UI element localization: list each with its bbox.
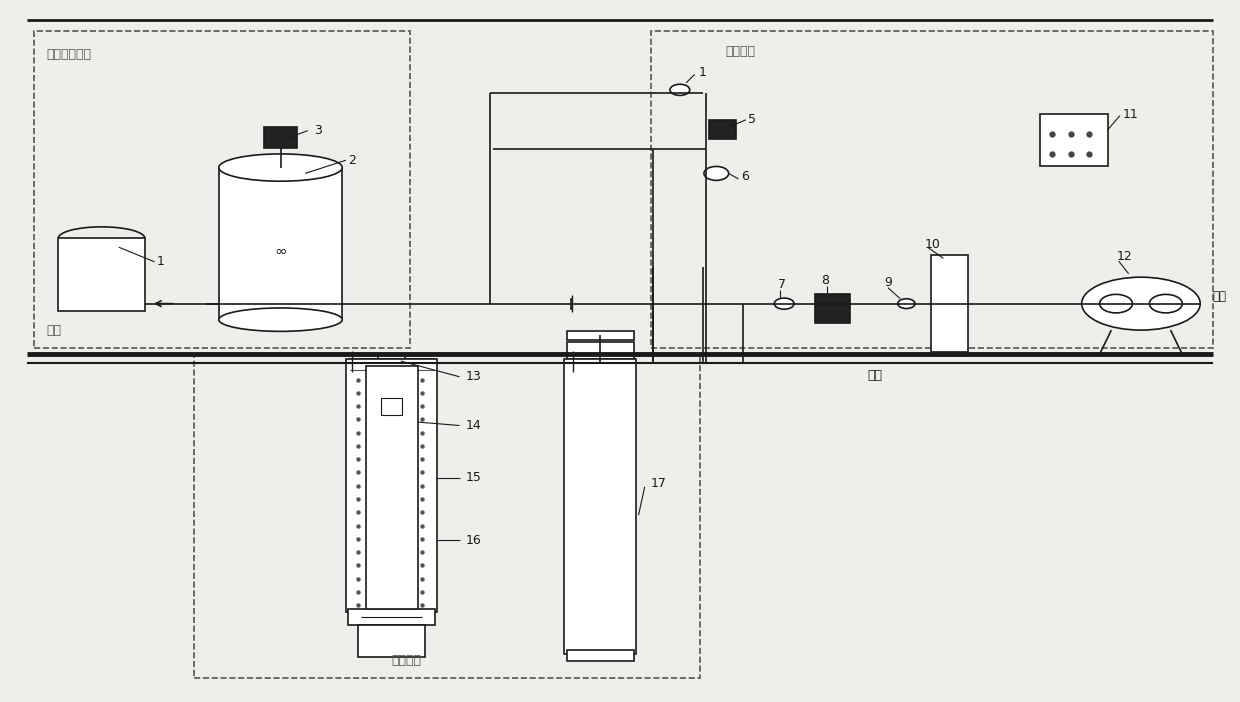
Circle shape: [1100, 294, 1132, 313]
Bar: [58, 238, 145, 310]
Bar: [264, 127, 296, 148]
Bar: [931, 255, 968, 352]
Circle shape: [670, 84, 689, 95]
Bar: [709, 120, 737, 138]
Bar: [1039, 114, 1107, 166]
Ellipse shape: [218, 308, 342, 331]
Circle shape: [704, 166, 729, 180]
Bar: [567, 342, 634, 359]
Ellipse shape: [1081, 277, 1200, 330]
Bar: [346, 359, 438, 612]
Text: 14: 14: [466, 419, 481, 432]
Text: 1: 1: [157, 256, 165, 268]
Text: 8: 8: [821, 274, 830, 287]
Bar: [218, 168, 342, 319]
Text: 地表: 地表: [867, 369, 882, 382]
Bar: [358, 625, 425, 658]
Bar: [815, 294, 849, 323]
Text: 2: 2: [348, 154, 356, 166]
Text: 3: 3: [314, 124, 321, 137]
Text: 注入单元: 注入单元: [725, 45, 755, 58]
Text: 12: 12: [1116, 250, 1132, 263]
Text: 地表: 地表: [46, 324, 61, 336]
Text: 流体储存单元: 流体储存单元: [46, 48, 91, 62]
Circle shape: [1149, 294, 1182, 313]
Bar: [348, 609, 435, 625]
Text: 空气: 空气: [1213, 290, 1226, 303]
Text: 6: 6: [742, 171, 749, 183]
Text: 5: 5: [749, 113, 756, 126]
Bar: [195, 355, 701, 678]
Text: 1: 1: [698, 66, 707, 79]
Bar: [381, 397, 402, 415]
Bar: [567, 651, 634, 661]
Circle shape: [898, 299, 915, 308]
Text: 17: 17: [651, 477, 667, 490]
Text: 11: 11: [1122, 107, 1138, 121]
Bar: [33, 31, 410, 347]
Bar: [567, 331, 634, 340]
Bar: [366, 366, 418, 609]
Text: 15: 15: [466, 471, 481, 484]
Bar: [350, 359, 434, 377]
Text: 10: 10: [925, 238, 941, 251]
Ellipse shape: [218, 154, 342, 181]
Bar: [651, 31, 1213, 347]
Text: 9: 9: [884, 276, 892, 289]
Circle shape: [774, 298, 794, 309]
Text: 7: 7: [777, 278, 786, 291]
Text: 13: 13: [466, 370, 481, 383]
Text: ∞: ∞: [274, 244, 286, 259]
Text: 16: 16: [466, 534, 481, 547]
Bar: [564, 359, 636, 654]
Text: 雾化单元: 雾化单元: [392, 654, 422, 668]
